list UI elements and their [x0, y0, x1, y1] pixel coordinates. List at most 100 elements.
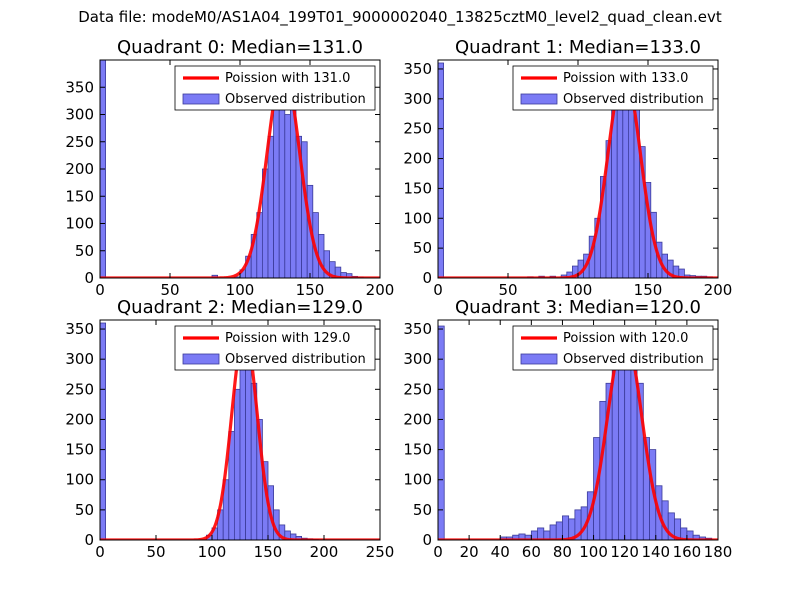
- y-tick-label: 200: [403, 410, 432, 428]
- histogram-bar: [555, 521, 563, 540]
- y-tick-label: 150: [403, 179, 432, 197]
- x-tick-label: 160: [673, 543, 702, 561]
- legend-label-fit: Poission with 133.0: [563, 71, 688, 86]
- x-tick-label: 0: [433, 543, 443, 561]
- y-tick-label: 150: [65, 187, 94, 205]
- y-tick-label: 350: [403, 320, 432, 338]
- x-tick-label: 140: [641, 543, 670, 561]
- panel-quadrant-3: 0 20 40 60 80 100 120 140 160 1800501001502002503…: [403, 297, 732, 561]
- legend-label-fit: Poission with 120.0: [563, 331, 688, 346]
- y-tick-label: 150: [403, 441, 432, 459]
- legend-label-fit: Poission with 131.0: [225, 71, 350, 86]
- y-tick-label: 50: [413, 239, 432, 257]
- y-tick-label: 200: [65, 410, 94, 428]
- histogram-bar: [618, 340, 626, 540]
- histogram-bar: [628, 92, 635, 278]
- x-tick-label: 200: [366, 281, 395, 299]
- x-tick-label: 0: [95, 281, 105, 299]
- x-tick-label: 50: [160, 281, 179, 299]
- x-tick-label: 100: [226, 281, 255, 299]
- histogram-bar: [678, 268, 685, 278]
- histogram-bar: [616, 86, 624, 278]
- x-tick-label: 20: [460, 543, 479, 561]
- x-tick-label: 50: [498, 281, 517, 299]
- x-tick-label: 60: [522, 543, 541, 561]
- y-tick-label: 250: [403, 120, 432, 138]
- legend-bar-swatch: [520, 93, 558, 105]
- legend: Poission with 129.0 Observed distribution: [174, 325, 376, 371]
- x-tick-label: 150: [296, 281, 325, 299]
- histogram-bar: [624, 346, 632, 540]
- histogram-bar: [273, 103, 280, 278]
- y-tick-label: 200: [65, 160, 94, 178]
- y-tick-label: 300: [403, 350, 432, 368]
- y-tick-label: 50: [413, 501, 432, 519]
- axes-frame: [99, 319, 381, 541]
- x-tick-label: 150: [254, 543, 283, 561]
- histogram-bar: [622, 80, 629, 278]
- y-tick-label: 250: [403, 380, 432, 398]
- x-tick-label: 50: [146, 543, 165, 561]
- histogram-bar: [267, 135, 274, 278]
- y-tick-label: 300: [403, 90, 432, 108]
- x-tick-label: 180: [704, 543, 733, 561]
- subplot-title: Quadrant 1: Median=133.0: [455, 37, 701, 58]
- figure-title: Data file: modeM0/AS1A04_199T01_90000020…: [78, 8, 722, 26]
- y-tick-label: 250: [65, 133, 94, 151]
- histogram-bar: [317, 233, 325, 278]
- y-tick-label: 100: [65, 215, 94, 233]
- legend-label-observed: Observed distribution: [225, 92, 366, 107]
- legend-bar-swatch: [520, 353, 558, 365]
- y-tick-label: 100: [403, 209, 432, 227]
- x-tick-label: 40: [491, 543, 510, 561]
- y-tick-label: 0: [84, 269, 94, 287]
- panel-quadrant-2: 0 50 100 150 200 250 0 50 100 150 200 250 300 350 Quad…: [65, 297, 394, 561]
- x-tick-label: 200: [310, 543, 339, 561]
- panel-quadrant-1: 0 50 100 150 200 0 50 100 150 200 250 300 350 Quadran…: [403, 37, 732, 299]
- histogram-bar: [278, 81, 286, 278]
- histogram-bar: [239, 358, 246, 540]
- y-tick-label: 0: [422, 531, 432, 549]
- plot-area: [438, 62, 718, 278]
- poisson-fit-line: [100, 66, 380, 278]
- y-tick-label: 50: [75, 501, 94, 519]
- x-tick-label: 80: [553, 543, 572, 561]
- axes-frame: [437, 319, 719, 541]
- histogram-bar: [284, 114, 291, 278]
- y-tick-label: 0: [84, 531, 94, 549]
- y-tick-label: 100: [65, 471, 94, 489]
- legend-bar-swatch: [182, 93, 220, 105]
- subplot-title: Quadrant 2: Median=129.0: [117, 297, 363, 318]
- legend-bar-swatch: [182, 353, 220, 365]
- y-tick-label: 0: [422, 269, 432, 287]
- legend-label-observed: Observed distribution: [563, 92, 704, 107]
- legend: Poission with 120.0 Observed distribution: [512, 325, 714, 371]
- histogram-bar: [438, 62, 444, 278]
- x-tick-label: 100: [579, 543, 608, 561]
- legend: Poission with 131.0 Observed distribution: [174, 65, 376, 111]
- subplot-title: Quadrant 0: Median=131.0: [117, 37, 363, 58]
- y-tick-label: 100: [403, 471, 432, 489]
- y-tick-label: 50: [75, 242, 94, 260]
- x-tick-label: 0: [95, 543, 105, 561]
- x-tick-label: 200: [704, 281, 733, 299]
- histogram-bar: [549, 524, 557, 540]
- histogram-bar: [562, 515, 570, 540]
- x-tick-label: 0: [433, 281, 443, 299]
- panel-quadrant-0: 0 50 100 150 200 0 50 100 150 200 250 300 350 Quadran…: [65, 37, 394, 299]
- legend-label-observed: Observed distribution: [225, 352, 366, 367]
- histogram-bar: [345, 273, 353, 278]
- y-tick-label: 350: [65, 78, 94, 96]
- y-tick-label: 350: [65, 320, 94, 338]
- y-tick-label: 250: [65, 380, 94, 398]
- histogram-bar: [537, 527, 545, 540]
- histogram-bar: [289, 108, 297, 278]
- histogram-bar: [438, 325, 445, 540]
- legend-label-observed: Observed distribution: [563, 352, 704, 367]
- histogram-bar: [233, 388, 241, 540]
- legend: Poission with 133.0 Observed distribution: [512, 65, 714, 111]
- poisson-fit-line: [438, 333, 718, 540]
- x-tick-label: 250: [366, 543, 395, 561]
- y-tick-label: 200: [403, 150, 432, 168]
